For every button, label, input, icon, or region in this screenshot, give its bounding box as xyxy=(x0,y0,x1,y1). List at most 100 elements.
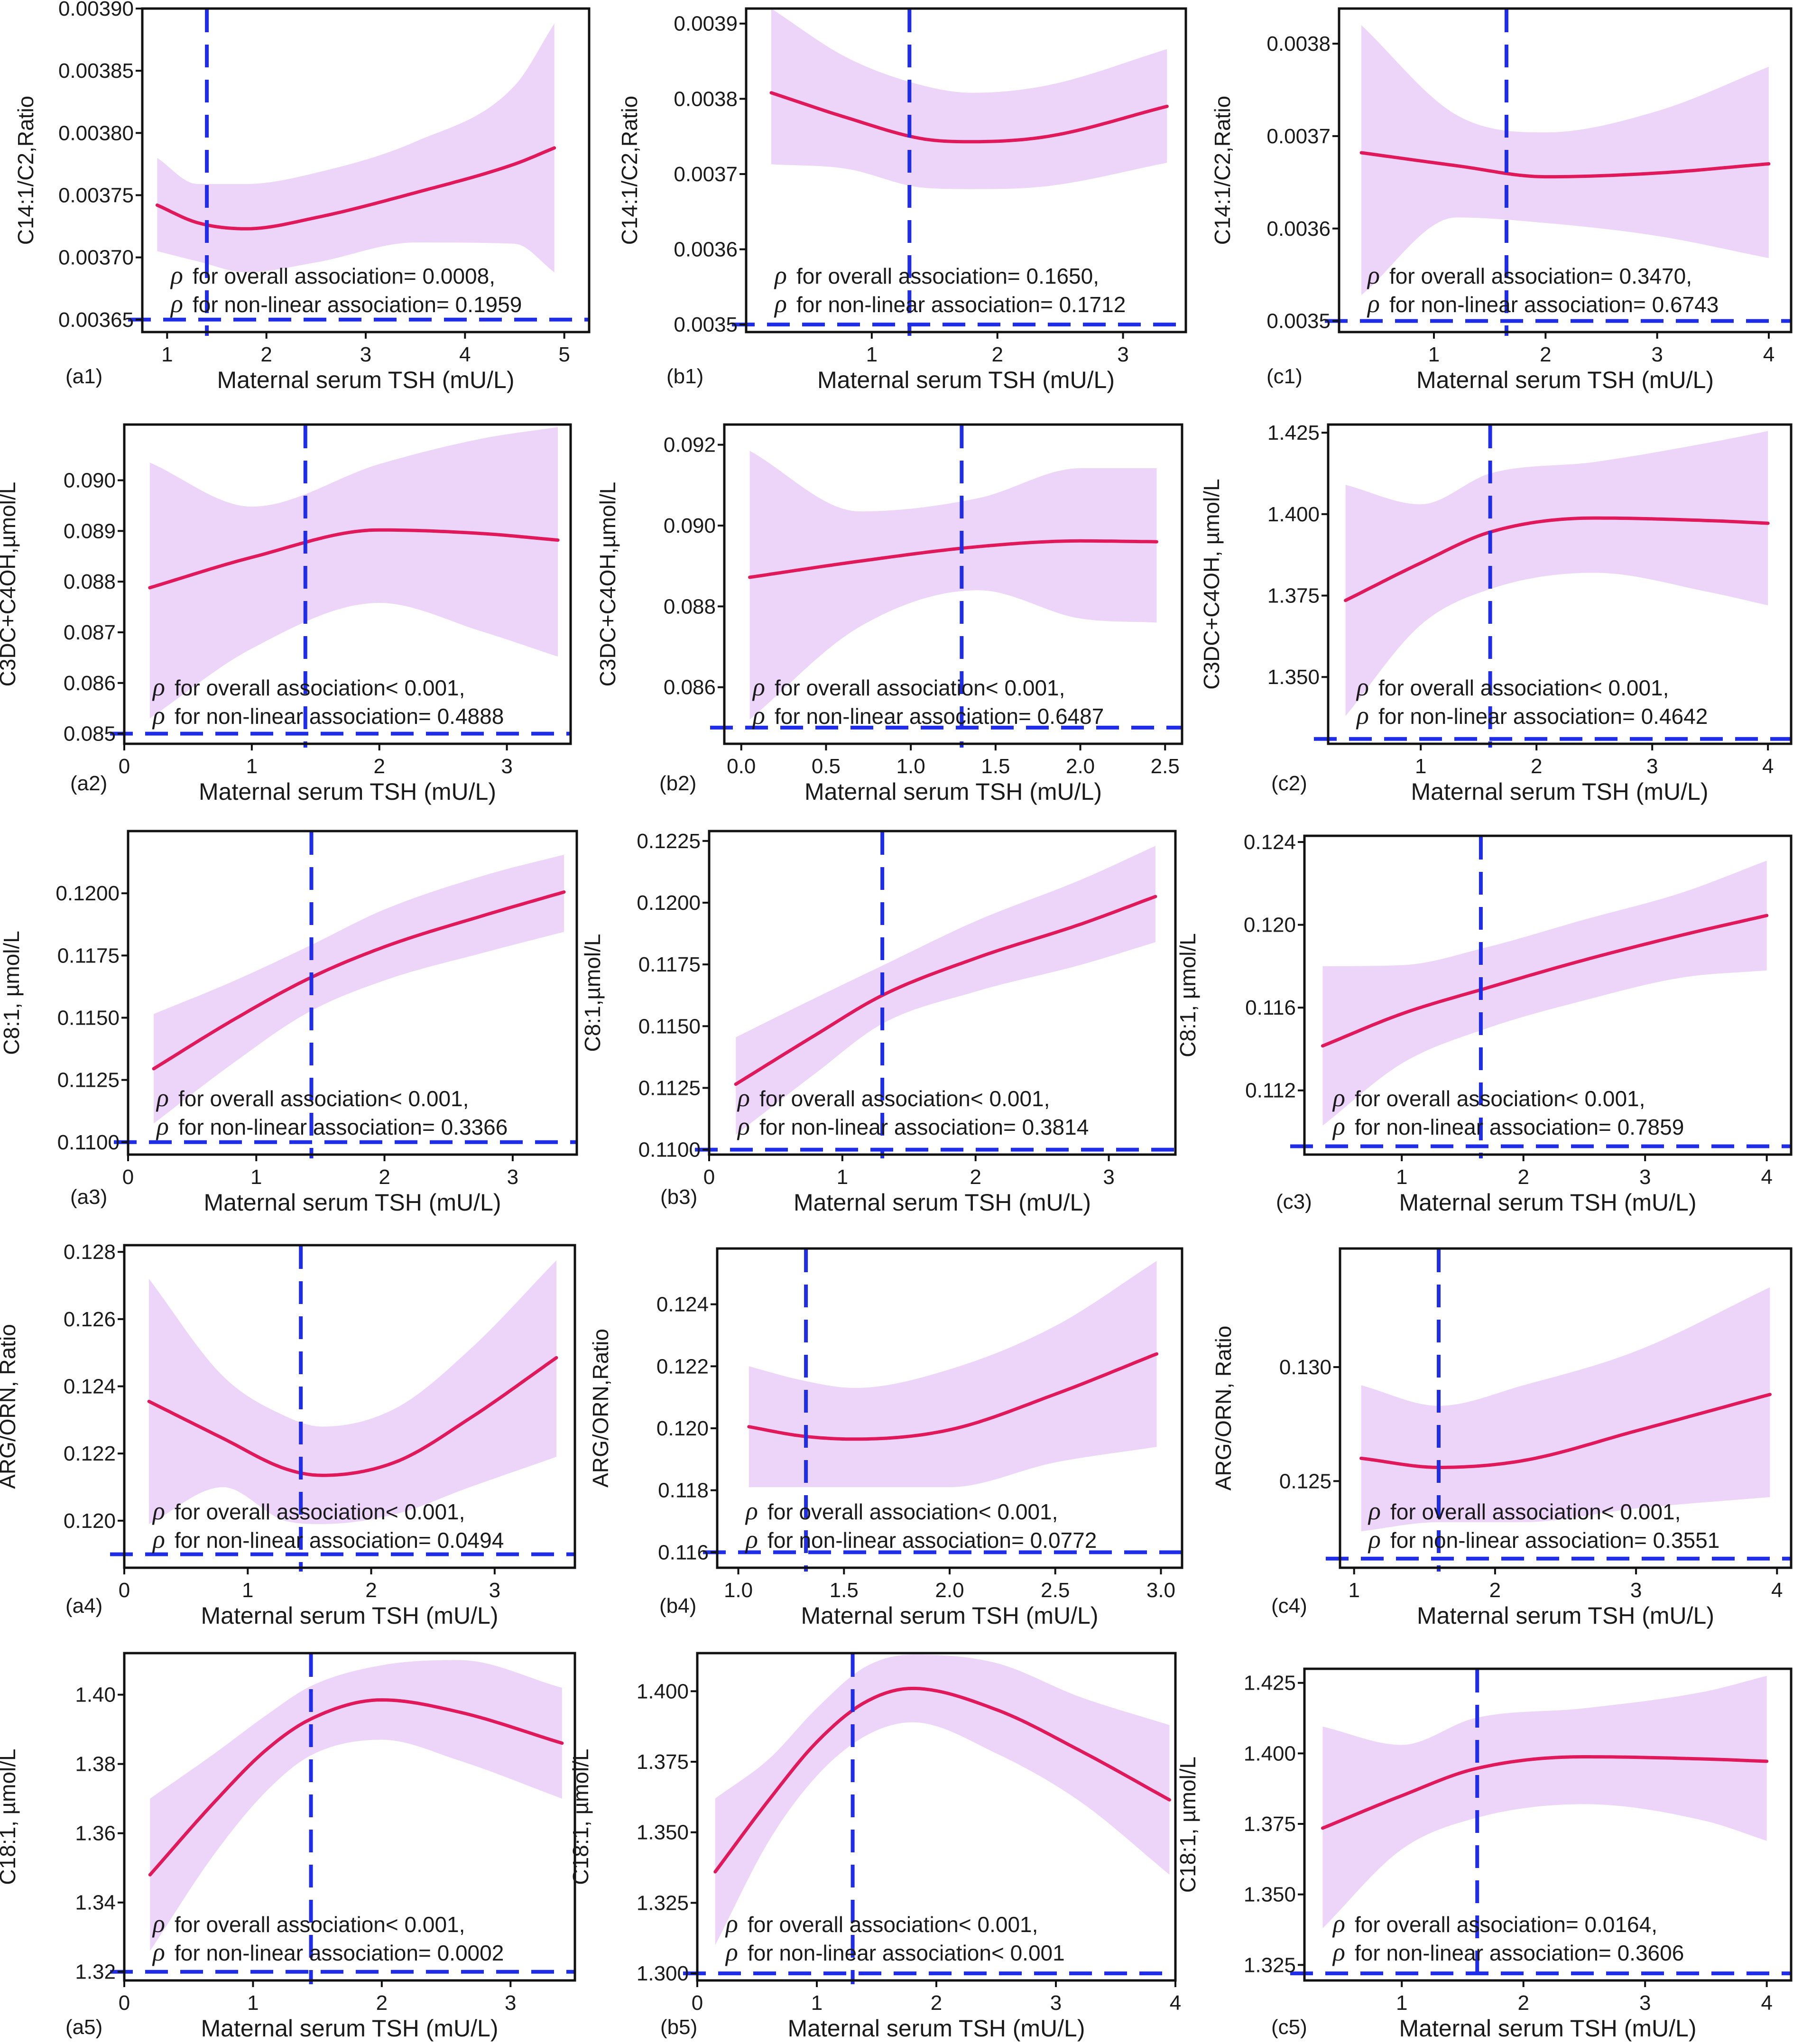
x-tick-label: 2.0 xyxy=(1066,755,1095,778)
confidence-band xyxy=(736,846,1155,1135)
fitted-curve xyxy=(1344,516,1770,602)
plot-frame xyxy=(745,7,1187,333)
rho-symbol: ρ xyxy=(1356,673,1369,701)
x-tick-label: 1 xyxy=(1428,343,1440,366)
confidence-band xyxy=(1361,25,1769,296)
y-tick-label: 0.124 xyxy=(64,1375,116,1398)
p-overall-text: for overall association< 0.001, xyxy=(1390,1499,1681,1524)
x-tick-label: 4 xyxy=(1170,1991,1181,2015)
y-tick-label: 0.00385 xyxy=(58,59,134,83)
y-tick-label: 0.1100 xyxy=(638,1138,701,1162)
plot-area xyxy=(1321,1675,1769,1928)
panel-label: (c5) xyxy=(1271,2016,1307,2039)
x-tick-label: 2 xyxy=(379,1165,390,1189)
p-nonlinear-text: for non-linear association= 0.0494 xyxy=(175,1528,504,1553)
x-tick-label: 1 xyxy=(1348,1579,1359,1602)
x-axis-title: Maternal serum TSH (mU/L) xyxy=(817,367,1115,393)
p-overall-text: for overall association< 0.001, xyxy=(175,1912,465,1937)
plot-area xyxy=(148,1660,564,1951)
x-tick-label: 1.0 xyxy=(724,1579,753,1602)
x-tick-label: 2.5 xyxy=(1151,755,1180,778)
x-tick-label: 0.0 xyxy=(727,755,756,778)
rho-symbol: ρ xyxy=(152,1497,165,1525)
x-tick-label: 1 xyxy=(247,1991,259,2015)
rho-symbol: ρ xyxy=(152,1525,165,1554)
x-tick-label: 1.0 xyxy=(896,755,925,778)
plot-frame xyxy=(723,423,1183,745)
x-axis-title: Maternal serum TSH (mU/L) xyxy=(801,1602,1099,1629)
x-tick-label: 2.0 xyxy=(935,1579,964,1602)
y-tick-label: 0.125 xyxy=(1279,1470,1331,1493)
p-nonlinear-text: for non-linear association= 0.7859 xyxy=(1355,1115,1684,1139)
plot-area xyxy=(769,9,1169,189)
chart-panel-b5: 1.300 1.325 1.350 1.375 1.400 0 1 2 3 4 Maternal s… xyxy=(568,1652,1181,2042)
y-tick-label: 0.116 xyxy=(658,1541,709,1564)
y-tick-label: 1.350 xyxy=(1267,666,1320,689)
fitted-curve xyxy=(1321,1755,1769,1830)
y-axis-title: C3DC+C4OH,µmol/L xyxy=(595,482,620,687)
rho-symbol: ρ xyxy=(745,1497,758,1525)
y-tick-label: 0.1175 xyxy=(57,944,120,967)
y-tick-label: 0.0037 xyxy=(1266,125,1331,148)
p-overall-text: for overall association= 0.3470, xyxy=(1389,264,1692,288)
confidence-band xyxy=(749,451,1157,720)
fitted-curve xyxy=(769,91,1169,144)
x-tick-label: 2 xyxy=(373,755,385,778)
y-axis-title: ARG/ORN, Ratio xyxy=(0,1324,20,1489)
rho-symbol: ρ xyxy=(737,1112,750,1140)
rho-symbol: ρ xyxy=(170,289,183,318)
rho-symbol: ρ xyxy=(152,1909,165,1938)
confidence-band xyxy=(154,854,564,1124)
rho-symbol: ρ xyxy=(745,1525,758,1554)
y-axis-title: ARG/ORN, Ratio xyxy=(1211,1326,1236,1491)
rho-symbol: ρ xyxy=(152,673,165,701)
y-tick-label: 0.1100 xyxy=(57,1131,120,1154)
x-tick-label: 4 xyxy=(1761,1165,1772,1189)
x-tick-label: 2 xyxy=(931,1991,942,2015)
p-overall-text: for overall association< 0.001, xyxy=(175,675,465,700)
y-tick-label: 0.1175 xyxy=(638,953,701,976)
x-axis-title: Maternal serum TSH (mU/L) xyxy=(199,778,496,805)
rho-symbol: ρ xyxy=(156,1083,169,1112)
chart-panel-b1: 0.0035 0.0036 0.0037 0.0038 0.0039 1 2 3Materna… xyxy=(617,7,1187,393)
p-overall-text: for overall association< 0.001, xyxy=(748,1912,1038,1937)
plot-frame xyxy=(1327,423,1793,745)
y-axis-title: C8:1,µmol/L xyxy=(580,934,605,1052)
fitted-curve xyxy=(148,528,560,590)
y-tick-label: 1.325 xyxy=(637,1891,689,1915)
x-tick-label: 4 xyxy=(1762,755,1774,778)
x-tick-label: 3 xyxy=(1639,1991,1651,2015)
chart-panel-b3: 0.1100 0.1125 0.1150 0.1175 0.1200 0.1225 0 1 2 3… xyxy=(580,830,1177,1216)
confidence-band xyxy=(149,1260,557,1524)
x-tick-label: 3 xyxy=(507,1165,518,1189)
x-tick-label: 3 xyxy=(505,1991,516,2015)
y-tick-label: 0.00380 xyxy=(58,121,134,145)
y-tick-label: 0.126 xyxy=(64,1308,116,1331)
x-tick-label: 3 xyxy=(360,343,371,366)
x-tick-label: 4 xyxy=(1761,1991,1772,2015)
y-tick-label: 1.350 xyxy=(637,1821,689,1844)
p-nonlinear-text: for non-linear association= 0.0772 xyxy=(767,1528,1097,1553)
rho-symbol: ρ xyxy=(752,673,765,701)
plot-frame xyxy=(123,1652,576,1982)
rho-symbol: ρ xyxy=(152,701,165,730)
p-overall-text: for overall association= 0.0164, xyxy=(1355,1912,1657,1937)
y-tick-label: 1.375 xyxy=(1244,1813,1296,1836)
plot-area xyxy=(1321,860,1769,1126)
y-tick-label: 0.0038 xyxy=(674,87,738,111)
rho-symbol: ρ xyxy=(1368,1497,1381,1525)
p-nonlinear-text: for non-linear association= 0.3814 xyxy=(759,1115,1089,1139)
p-overall-text: for overall association< 0.001, xyxy=(767,1499,1058,1524)
x-tick-label: 0 xyxy=(692,1991,703,2015)
rho-symbol: ρ xyxy=(156,1112,169,1140)
x-axis-title: Maternal serum TSH (mU/L) xyxy=(1399,2015,1697,2042)
x-axis-title: Maternal serum TSH (mU/L) xyxy=(1417,1602,1714,1629)
plot-area xyxy=(148,427,560,719)
y-axis-title: C14:1/C2,Ratio xyxy=(13,96,38,245)
y-tick-label: 0.0039 xyxy=(674,12,738,36)
y-tick-label: 0.1125 xyxy=(638,1076,701,1100)
x-tick-label: 3 xyxy=(489,1579,500,1602)
y-tick-label: 1.34 xyxy=(75,1891,116,1915)
chart-panel-c3: 0.112 0.116 0.120 0.124 1 2 3 4 Maternal serum T… xyxy=(1175,831,1793,1216)
